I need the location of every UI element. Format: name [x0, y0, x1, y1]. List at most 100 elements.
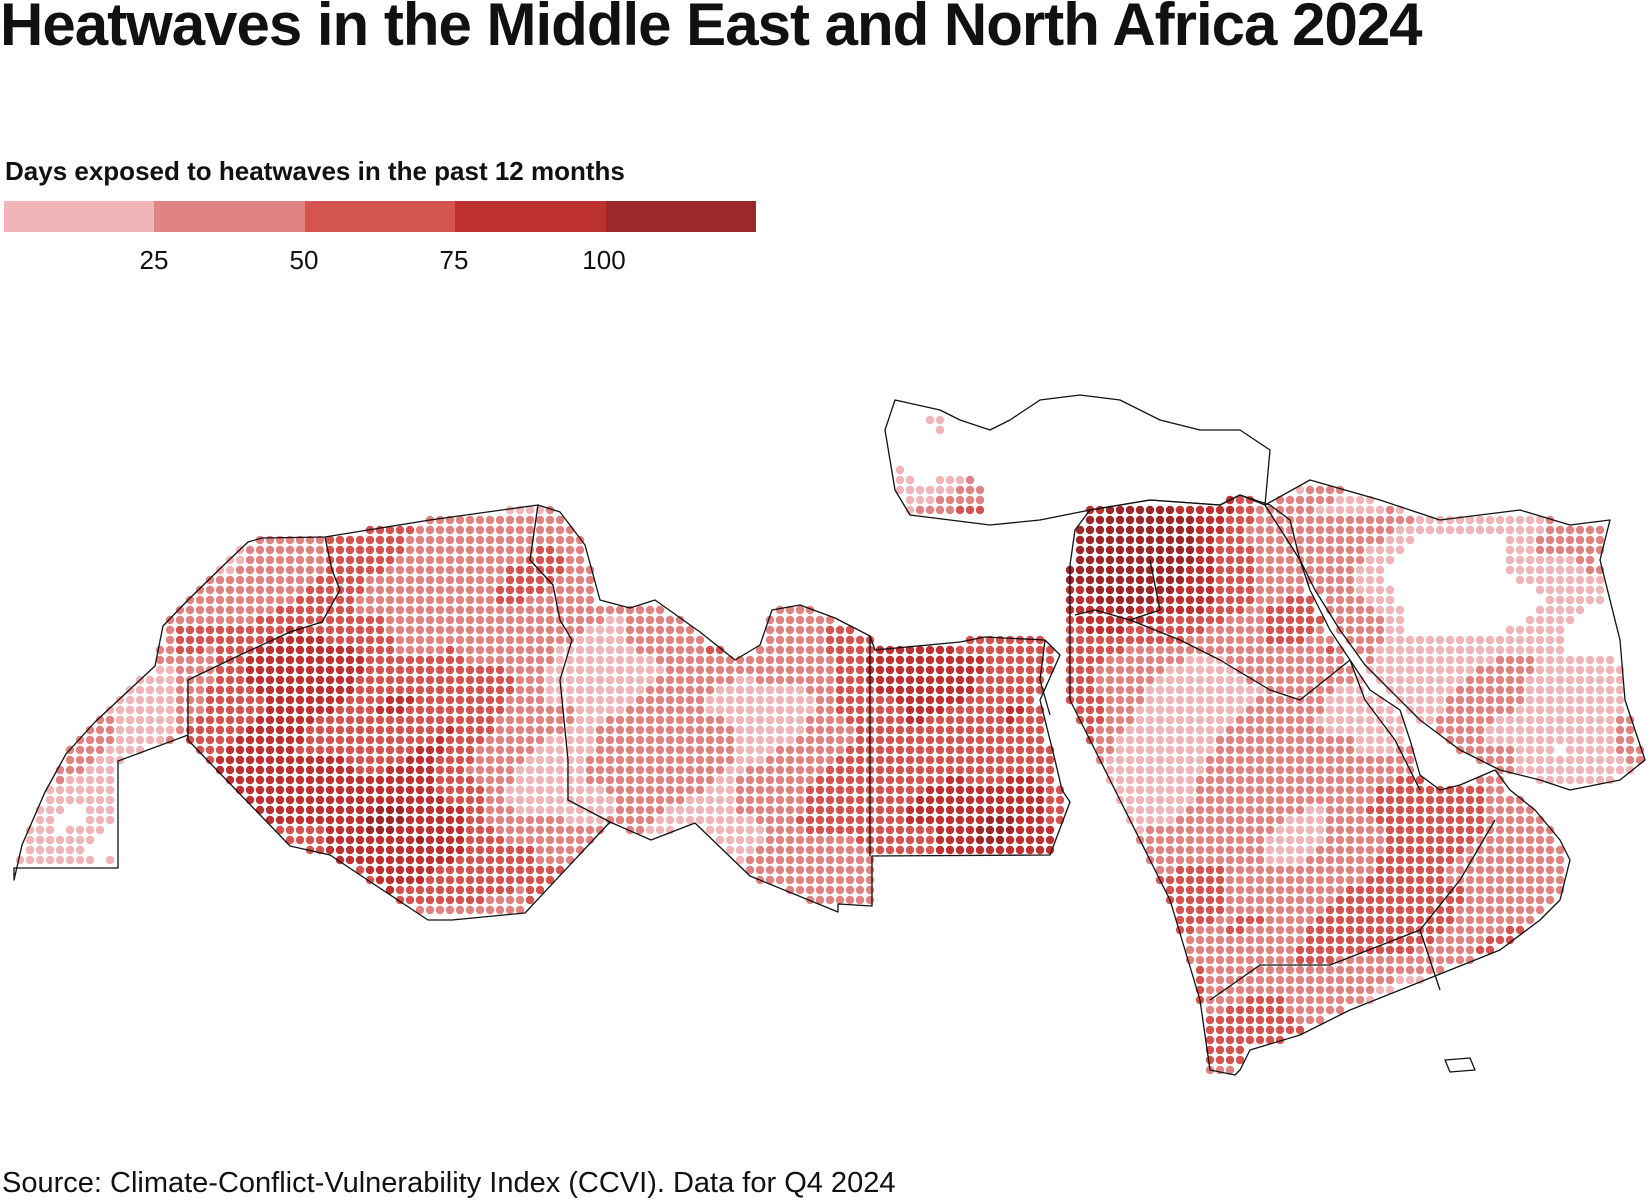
heatwave-dot: [1165, 685, 1175, 695]
heatwave-dot: [1155, 525, 1165, 535]
heatwave-dot: [1215, 1035, 1225, 1045]
heatwave-dot: [825, 675, 835, 685]
heatwave-dot: [65, 845, 75, 855]
heatwave-dot: [1315, 635, 1325, 645]
heatwave-dot: [455, 575, 465, 585]
heatwave-dot: [595, 625, 605, 635]
heatwave-dot: [1305, 495, 1315, 505]
heatwave-dot: [885, 755, 895, 765]
heatwave-dot: [945, 845, 955, 855]
heatwave-dot: [1165, 735, 1175, 745]
heatwave-dot: [175, 725, 185, 735]
heatwave-dot: [925, 725, 935, 735]
heatwave-dot: [215, 675, 225, 685]
heatwave-dot: [915, 825, 925, 835]
heatwave-dot: [1125, 665, 1135, 675]
heatwave-dot: [755, 665, 765, 675]
heatwave-dot: [405, 795, 415, 805]
heatwave-dot: [475, 905, 485, 915]
heatwave-dot: [715, 675, 725, 685]
heatwave-dot: [1215, 575, 1225, 585]
heatwave-dot: [1135, 725, 1145, 735]
heatwave-dot: [1005, 635, 1015, 645]
heatwave-dot: [1175, 535, 1185, 545]
heatwave-dot: [1355, 795, 1365, 805]
heatwave-dot: [1305, 625, 1315, 635]
heatwave-dot: [325, 625, 335, 635]
heatwave-dot: [1485, 805, 1495, 815]
heatwave-dot: [755, 705, 765, 715]
heatwave-dot: [1375, 875, 1385, 885]
heatwave-dot: [535, 885, 545, 895]
heatwave-dot: [685, 685, 695, 695]
heatwave-dot: [1335, 795, 1345, 805]
heatwave-dot: [1455, 795, 1465, 805]
heatwave-dot: [1515, 895, 1525, 905]
heatwave-dot: [575, 615, 585, 625]
heatwave-dot: [655, 815, 665, 825]
heatwave-dot: [1235, 785, 1245, 795]
heatwave-dot: [545, 575, 555, 585]
heatwave-dot: [35, 855, 45, 865]
heatwave-dot: [745, 725, 755, 735]
heatwave-dot: [545, 705, 555, 715]
heatwave-dot: [495, 595, 505, 605]
heatwave-dot: [1385, 515, 1395, 525]
heatwave-dot: [915, 495, 925, 505]
heatwave-dot: [645, 755, 655, 765]
heatwave-dot: [1395, 955, 1405, 965]
heatwave-dot: [1095, 685, 1105, 695]
heatwave-dot: [375, 775, 385, 785]
heatwave-dot: [1515, 925, 1525, 935]
heatwave-dot: [1415, 835, 1425, 845]
heatwave-dot: [425, 555, 435, 565]
heatwave-dot: [545, 585, 555, 595]
heatwave-dot: [1255, 1005, 1265, 1015]
heatwave-dot: [385, 735, 395, 745]
heatwave-dot: [1555, 615, 1565, 625]
heatwave-dot: [945, 675, 955, 685]
heatwave-dot: [1615, 705, 1625, 715]
heatwave-dot: [965, 675, 975, 685]
heatwave-dot: [1325, 735, 1335, 745]
heatwave-dot: [395, 595, 405, 605]
heatwave-dot: [675, 655, 685, 665]
heatwave-dot: [105, 775, 115, 785]
heatwave-dot: [1215, 595, 1225, 605]
heatwave-dot: [1325, 555, 1335, 565]
heatwave-dot: [1325, 815, 1335, 825]
heatwave-dot: [1605, 695, 1615, 705]
heatwave-dot: [555, 685, 565, 695]
heatwave-dot: [715, 805, 725, 815]
heatwave-dot: [1565, 775, 1575, 785]
heatwave-dot: [925, 675, 935, 685]
heatwave-dot: [1015, 805, 1025, 815]
heatwave-dot: [1225, 625, 1235, 635]
heatwave-dot: [1155, 545, 1165, 555]
heatwave-dot: [675, 615, 685, 625]
heatwave-dot: [625, 735, 635, 745]
heatwave-dot: [1315, 695, 1325, 705]
heatwave-dot: [795, 645, 805, 655]
heatwave-dot: [815, 725, 825, 735]
heatwave-dot: [545, 815, 555, 825]
heatwave-dot: [1285, 1005, 1295, 1015]
heatwave-dot: [955, 795, 965, 805]
heatwave-dot: [1545, 645, 1555, 655]
heatwave-dot: [1375, 575, 1385, 585]
heatwave-dot: [545, 765, 555, 775]
heatwave-dot: [755, 685, 765, 695]
heatwave-dot: [1195, 835, 1205, 845]
heatwave-dot: [1535, 665, 1545, 675]
heatwave-dot: [1235, 985, 1245, 995]
heatwave-dot: [705, 765, 715, 775]
heatwave-dot: [1355, 625, 1365, 635]
heatwave-dot: [145, 705, 155, 715]
heatwave-dot: [615, 685, 625, 695]
heatwave-dot: [645, 645, 655, 655]
heatwave-dot: [1315, 825, 1325, 835]
heatwave-dot: [1505, 735, 1515, 745]
heatwave-dot: [1315, 905, 1325, 915]
heatwave-dot: [1185, 775, 1195, 785]
heatwave-dot: [1575, 765, 1585, 775]
